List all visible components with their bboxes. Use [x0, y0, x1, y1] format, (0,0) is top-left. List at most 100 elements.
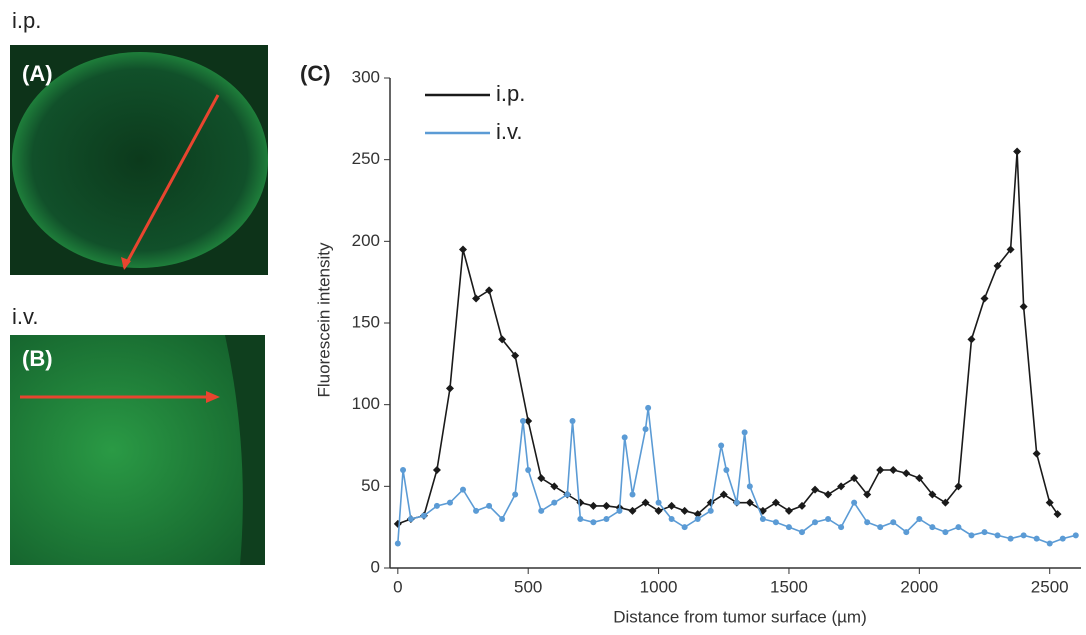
- point: [1053, 510, 1062, 519]
- point: [772, 519, 779, 526]
- point: [642, 426, 649, 433]
- point: [485, 286, 494, 295]
- point: [550, 482, 559, 491]
- panel-c-tag: (C): [300, 61, 331, 86]
- y-tick-label: 0: [371, 557, 380, 576]
- point: [1072, 532, 1079, 539]
- point: [1033, 535, 1040, 542]
- point: [824, 490, 833, 499]
- point: [877, 524, 884, 531]
- x-tick-label: 1500: [770, 577, 808, 596]
- point: [569, 418, 576, 424]
- point: [903, 529, 910, 536]
- point: [694, 516, 701, 522]
- point: [393, 519, 402, 528]
- point: [1045, 498, 1054, 507]
- point: [486, 502, 493, 509]
- panel-b-image: [10, 335, 265, 565]
- point: [432, 466, 441, 474]
- point: [942, 529, 949, 536]
- point: [811, 485, 820, 494]
- point: [1006, 245, 1015, 254]
- y-tick-label: 250: [352, 149, 380, 168]
- point: [745, 498, 754, 507]
- panel-a-label: i.p.: [12, 8, 41, 33]
- point: [1020, 532, 1027, 539]
- point: [890, 519, 897, 526]
- point: [929, 524, 936, 531]
- point: [616, 507, 623, 514]
- x-tick-label: 2500: [1031, 577, 1069, 596]
- y-axis-label: Fluorescein intensity: [314, 242, 333, 397]
- point: [537, 474, 546, 483]
- point: [589, 501, 598, 510]
- point: [459, 245, 468, 254]
- point: [681, 524, 688, 531]
- point: [498, 335, 507, 344]
- point: [512, 491, 519, 498]
- point: [590, 519, 597, 526]
- point: [446, 499, 453, 506]
- point: [445, 384, 454, 393]
- point: [851, 499, 858, 506]
- point: [798, 529, 805, 536]
- point: [551, 499, 558, 506]
- point: [603, 516, 610, 522]
- point: [967, 335, 976, 344]
- point: [645, 404, 652, 411]
- point: [993, 261, 1002, 270]
- point: [400, 467, 407, 473]
- panel-a-tissue: [12, 52, 268, 268]
- panel-b-tag: (B): [22, 346, 53, 371]
- point: [784, 506, 793, 515]
- legend-label: i.p.: [496, 81, 525, 106]
- point: [719, 490, 728, 499]
- point: [1019, 302, 1028, 311]
- point: [1032, 449, 1041, 458]
- series-line: [397, 407, 1076, 545]
- x-tick-label: 2000: [900, 577, 938, 596]
- y-tick-label: 200: [352, 231, 380, 250]
- point: [667, 501, 676, 510]
- point: [420, 512, 427, 519]
- point: [680, 506, 689, 515]
- point: [629, 491, 636, 498]
- point: [564, 491, 571, 498]
- point: [433, 502, 440, 509]
- y-tick-label: 100: [352, 394, 380, 413]
- point: [968, 532, 975, 539]
- point: [1007, 535, 1014, 542]
- point: [1046, 540, 1053, 547]
- point: [655, 499, 662, 506]
- point: [718, 442, 725, 449]
- point: [641, 498, 650, 507]
- point: [980, 294, 989, 303]
- point: [981, 529, 988, 536]
- point: [864, 519, 871, 526]
- point: [723, 467, 730, 473]
- point: [889, 466, 898, 474]
- point: [628, 506, 637, 515]
- point: [524, 417, 533, 425]
- panel-b-arrowhead: [206, 391, 220, 403]
- point: [407, 516, 414, 522]
- y-tick-label: 50: [361, 476, 380, 495]
- point: [654, 506, 663, 515]
- x-tick-label: 1000: [640, 577, 678, 596]
- point: [519, 418, 526, 424]
- panel-b-label: i.v.: [12, 304, 38, 329]
- point: [499, 516, 506, 522]
- legend-label: i.v.: [496, 119, 522, 144]
- point: [602, 501, 611, 510]
- point: [511, 351, 520, 360]
- point: [838, 524, 845, 531]
- point: [837, 482, 846, 491]
- point: [941, 498, 950, 507]
- point: [994, 532, 1001, 539]
- panel-a-arrow: [122, 94, 220, 269]
- x-tick-label: 500: [514, 577, 542, 596]
- point: [693, 510, 702, 519]
- point: [876, 466, 885, 474]
- point: [460, 486, 467, 493]
- point: [746, 483, 753, 490]
